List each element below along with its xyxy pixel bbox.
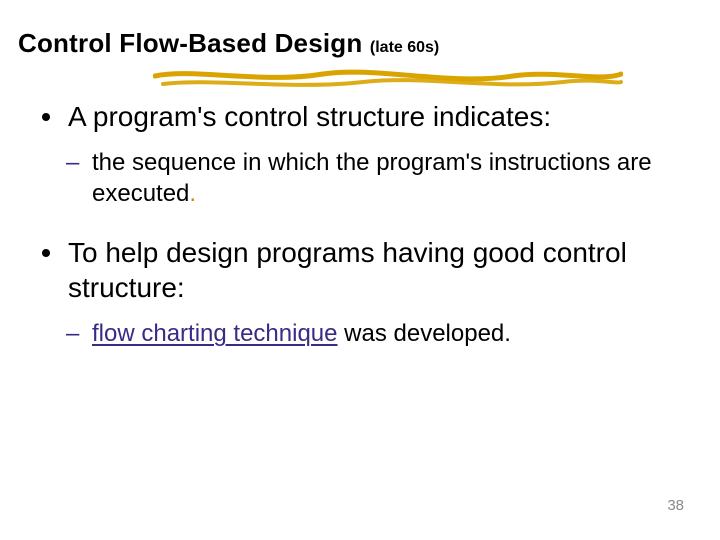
slide-title-subtitle: (late 60s) — [370, 39, 439, 56]
bullet-text: A program's control structure indicates: — [68, 101, 551, 132]
underlined-phrase: flow charting technique — [92, 320, 337, 347]
page-number: 38 — [667, 497, 684, 514]
bullet-text-rest: was developed. — [337, 320, 510, 347]
bullet-list: A program's control structure indicates:… — [18, 99, 702, 350]
title-underline-stroke — [153, 64, 623, 92]
slide-title-wrap: Control Flow-Based Design (late 60s) — [18, 28, 702, 59]
bullet-text: the sequence in which the program's inst… — [92, 149, 652, 207]
bullet-level1: To help design programs having good cont… — [40, 235, 702, 305]
dash-icon: – — [66, 319, 79, 350]
bullet-level1: A program's control structure indicates: — [40, 99, 702, 134]
dash-icon: – — [66, 148, 79, 179]
bullet-level2: – flow charting technique was developed. — [40, 319, 702, 350]
bullet-text: To help design programs having good cont… — [68, 237, 627, 303]
slide-title: Control Flow-Based Design — [18, 28, 370, 58]
bullet-level2: – the sequence in which the program's in… — [40, 148, 702, 209]
accent-period: . — [189, 180, 196, 207]
slide: Control Flow-Based Design (late 60s) A p… — [0, 0, 720, 540]
